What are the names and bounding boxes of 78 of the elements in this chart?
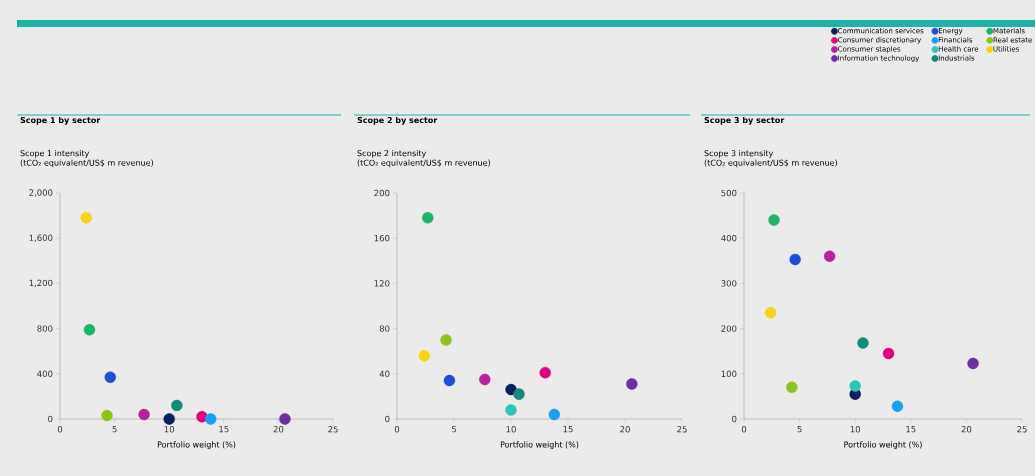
point <box>849 380 861 392</box>
point <box>279 413 291 425</box>
chart-subtitle: (tCO₂ equivalent/US$ m revenue) <box>20 159 154 168</box>
x-axis-title: Portfolio weight (%) <box>157 441 236 450</box>
x-axis-title: Portfolio weight (%) <box>844 441 922 450</box>
point <box>539 366 551 379</box>
point <box>967 357 979 370</box>
x-tick-label: 0 <box>741 426 747 433</box>
point <box>443 374 456 387</box>
x-tick-label: 5 <box>797 426 802 433</box>
x-tick-label: 10 <box>506 426 516 433</box>
x-tick-label: 25 <box>1017 426 1027 433</box>
point <box>891 400 904 413</box>
y-tick-label: 400 <box>721 234 737 242</box>
point <box>80 212 92 224</box>
y-tick-label: 0 <box>732 415 737 423</box>
y-tick-label: 400 <box>37 370 53 378</box>
point <box>101 409 113 422</box>
point <box>138 408 150 421</box>
point <box>422 212 434 224</box>
y-tick-label: 800 <box>37 325 53 332</box>
point <box>83 324 96 336</box>
y-tick-label: 2,000 <box>29 189 53 197</box>
y-tick-label: 40 <box>379 370 390 378</box>
chart-subtitle: (tCO₂ equivalent/US$ m revenue) <box>704 159 837 168</box>
x-tick-label: 20 <box>620 426 630 433</box>
x-tick-label: 20 <box>961 426 972 433</box>
y-axis-title: Scope 1 intensity <box>20 150 90 158</box>
x-tick-label: 25 <box>328 426 338 433</box>
point <box>786 381 798 394</box>
y-tick-label: 1,200 <box>29 279 53 288</box>
x-tick-label: 10 <box>850 426 861 433</box>
point <box>882 347 895 360</box>
y-tick-label: 300 <box>721 280 737 287</box>
y-tick-label: 120 <box>374 280 390 287</box>
x-tick-label: 5 <box>451 426 456 433</box>
point <box>768 214 780 226</box>
point <box>104 371 116 383</box>
point <box>626 378 638 390</box>
point <box>171 399 183 412</box>
x-tick-label: 20 <box>273 426 284 433</box>
y-axis-title: Scope 2 intensity <box>357 150 427 158</box>
y-tick-label: 200 <box>721 325 737 332</box>
point <box>479 373 491 386</box>
chart-title: Scope 1 by sector <box>20 116 101 125</box>
x-tick-label: 10 <box>164 426 175 433</box>
x-tick-label: 15 <box>563 426 573 433</box>
point <box>823 250 836 262</box>
y-tick-label: 0 <box>385 415 390 423</box>
point <box>205 413 217 425</box>
point <box>505 404 517 416</box>
y-axis-title: Scope 3 intensity <box>704 150 774 158</box>
chart-subtitle: (tCO₂ equivalent/US$ m revenue) <box>357 159 490 168</box>
x-tick-label: 15 <box>219 426 229 433</box>
x-tick-label: 15 <box>906 426 916 433</box>
x-axis-title: Portfolio weight (%) <box>500 441 579 450</box>
chart-title: Scope 3 by sector <box>704 116 785 125</box>
y-tick-label: 200 <box>374 189 390 197</box>
x-tick-label: 0 <box>57 426 63 433</box>
point <box>548 408 561 421</box>
x-tick-label: 0 <box>394 426 400 433</box>
point <box>418 350 431 362</box>
x-tick-label: 25 <box>677 426 687 433</box>
y-tick-label: 160 <box>374 234 390 242</box>
point <box>513 388 525 400</box>
point <box>789 253 801 266</box>
y-tick-label: 80 <box>379 325 390 332</box>
y-tick-label: 0 <box>48 415 53 423</box>
chart-title: Scope 2 by sector <box>357 116 438 125</box>
point <box>857 337 869 349</box>
y-tick-label: 1,600 <box>29 234 53 242</box>
y-tick-label: 100 <box>721 370 737 378</box>
point <box>764 307 777 319</box>
y-tick-label: 500 <box>721 189 737 197</box>
point <box>440 334 452 346</box>
x-tick-label: 5 <box>112 426 117 433</box>
point <box>196 411 208 423</box>
point <box>163 413 175 425</box>
